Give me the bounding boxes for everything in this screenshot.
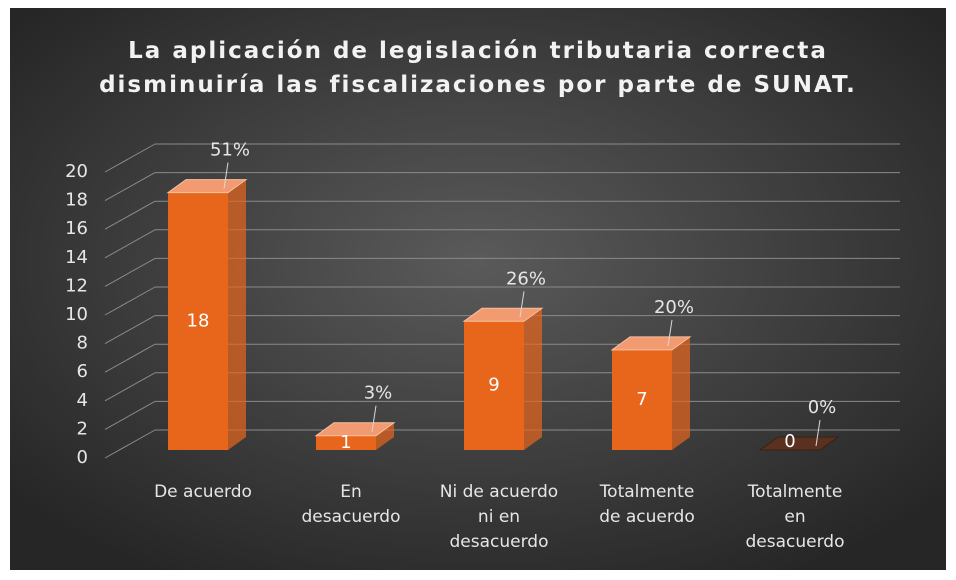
x-tick-label: Totalmente en desacuerdo (745, 482, 845, 552)
percentage-label: 26% (506, 268, 546, 289)
percentage-label: 0% (808, 397, 837, 418)
grid-line (104, 315, 156, 345)
bar-front (612, 349, 672, 450)
percentage-label: 3% (364, 383, 393, 404)
bar-side (524, 308, 542, 450)
x-tick-label: Ni de acuerdo ni en desacuerdo (439, 482, 559, 552)
bar (610, 336, 692, 450)
bar (462, 307, 544, 450)
bar-top (758, 436, 840, 451)
leader-line (223, 162, 229, 189)
x-tick-label: En desacuerdo (301, 482, 401, 527)
grid-line (104, 400, 156, 430)
bar-front (464, 321, 524, 450)
y-tick-label: 14 (65, 247, 88, 268)
leader-line (815, 419, 821, 447)
x-tick-label: De acuerdo (154, 482, 252, 502)
bar-front (168, 192, 228, 450)
value-label: 7 (636, 389, 647, 410)
bar-top (462, 307, 544, 322)
bar (166, 179, 248, 450)
grid-line (104, 172, 156, 202)
leader-line (519, 291, 525, 318)
grid-line (104, 200, 156, 230)
grid-line (104, 257, 156, 287)
y-tick-label: 12 (65, 275, 88, 296)
y-tick-label: 2 (77, 418, 88, 439)
y-tick-label: 20 (65, 161, 88, 182)
y-tick-label: 8 (77, 333, 88, 354)
grid-line (104, 343, 156, 373)
grid-line (104, 286, 156, 316)
x-tick-label: Totalmente de acuerdo (599, 482, 695, 527)
bar-side (376, 422, 394, 450)
leader-line (371, 405, 377, 432)
y-tick-label: 18 (65, 190, 88, 211)
bar (314, 422, 396, 450)
y-tick-label: 6 (77, 361, 88, 382)
leader-line (667, 319, 673, 346)
percentage-label: 51% (210, 140, 250, 161)
bar-side (228, 179, 246, 450)
grid-line (104, 229, 156, 259)
percentage-label: 20% (654, 297, 694, 318)
y-tick-label: 16 (65, 218, 88, 239)
value-label: 9 (488, 375, 499, 396)
bar-top (610, 336, 692, 351)
bar-front (316, 435, 376, 450)
y-tick-label: 0 (77, 447, 88, 468)
chart-background (10, 8, 946, 570)
bar-side (672, 336, 690, 450)
value-label: 18 (187, 310, 210, 331)
value-label: 1 (340, 432, 351, 453)
chart-title: La aplicación de legislación tributaria … (99, 38, 857, 98)
grid-line (104, 429, 156, 459)
value-label: 0 (784, 431, 795, 452)
grid-line (104, 372, 156, 402)
bar (758, 436, 840, 451)
grid-line (104, 143, 156, 173)
y-tick-label: 4 (77, 390, 88, 411)
y-tick-label: 10 (65, 304, 88, 325)
bar-top (166, 179, 248, 194)
bar-top (314, 422, 396, 437)
